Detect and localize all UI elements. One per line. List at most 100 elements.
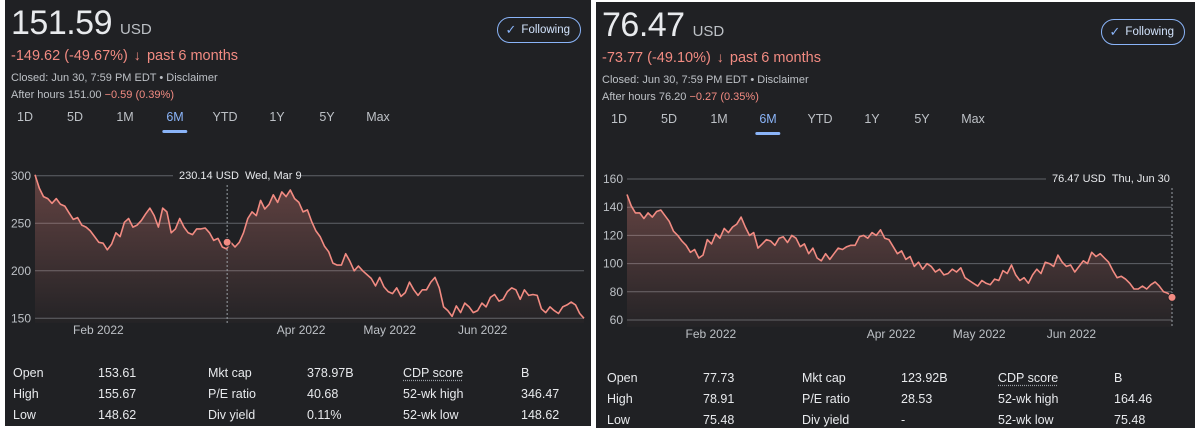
tooltip-box [173, 165, 301, 185]
y-tick-label: 150 [11, 311, 31, 325]
range-tab-max[interactable]: Max [366, 110, 390, 124]
change-value: -73.77 (-49.10%) [602, 50, 711, 66]
stat-value-high: 78.91 [703, 392, 735, 406]
stat-label-open: Open [607, 371, 638, 385]
price-chart[interactable]: 150 200 250 300 Feb 2022 Apr 2022 May 2022 Jun … [5, 0, 591, 426]
price-change: -149.62 (-49.67%) ↓ past 6 months [11, 47, 238, 64]
currency-label: USD [120, 21, 152, 38]
stat-label-high: High [13, 387, 39, 401]
change-value: -149.62 (-49.67%) [11, 48, 128, 64]
range-tab-max[interactable]: Max [961, 112, 985, 126]
stat-value-p-e-ratio: 28.53 [901, 392, 933, 406]
current-price: 76.47 [602, 6, 685, 44]
y-tick-label: 160 [603, 172, 623, 186]
stat-label-low: Low [13, 408, 36, 422]
stock-panel-left: 151.59 USD -149.62 (-49.67%) ↓ past 6 mo… [5, 0, 591, 426]
after-hours-price: After hours 151.00 [11, 89, 102, 101]
stat-value-div-yield: 0.11% [307, 408, 342, 422]
change-period: past 6 months [146, 48, 239, 64]
stat-label-open: Open [13, 366, 44, 380]
y-tick-label: 80 [610, 285, 624, 299]
price-chart[interactable]: 60 80 100 120 140 160 Feb 2022 Apr 2022 May 2022… [596, 2, 1195, 428]
stat-label-low: Low [607, 413, 630, 427]
y-tick-label: 60 [610, 313, 624, 327]
stat-label-52-wk-low: 52-wk low [403, 408, 459, 422]
stat-label-52-wk-high: 52-wk high [403, 387, 464, 401]
stat-value-52-wk-low: 75.48 [1114, 413, 1146, 427]
stat-label-high: High [607, 392, 633, 406]
tooltip-date: Thu, Jun 30 [1112, 173, 1170, 185]
stat-label-cdp-score[interactable]: CDP score [403, 366, 464, 380]
range-tab-5y[interactable]: 5Y [914, 112, 930, 126]
closed-info: Closed: Jun 30, 7:59 PM EDT • Disclaimer [602, 74, 809, 86]
x-tick-label: May 2022 [953, 327, 1006, 341]
following-button[interactable]: ✓ Following [1100, 19, 1185, 45]
stat-value-52-wk-low: 148.62 [521, 408, 560, 422]
range-tab-1m[interactable]: 1M [116, 110, 134, 124]
stat-label-div-yield: Div yield [208, 408, 256, 422]
tooltip-text: 230.14 USD Wed, Mar 9 [179, 170, 302, 182]
x-tick-label: Jun 2022 [1047, 327, 1097, 341]
stat-value-p-e-ratio: 40.68 [307, 387, 339, 401]
current-price: 151.59 [11, 4, 113, 42]
stat-value-mkt-cap: 378.97B [307, 366, 354, 380]
after-hours-change: −0.59 (0.39%) [104, 89, 174, 101]
price-area [35, 174, 584, 323]
closed-info: Closed: Jun 30, 7:59 PM EDT • Disclaimer [11, 72, 218, 84]
x-tick-label: Jun 2022 [458, 323, 508, 337]
currency-label: USD [692, 23, 725, 40]
y-tick-label: 300 [11, 169, 31, 183]
range-tab-ytd[interactable]: YTD [212, 110, 238, 124]
range-tab-1y[interactable]: 1Y [269, 110, 285, 124]
y-tick-label: 120 [603, 228, 623, 242]
stat-label-div-yield: Div yield [802, 413, 850, 427]
tooltip-date: Wed, Mar 9 [245, 170, 302, 182]
range-tabs: 1D 5D 1M 6M YTD 1Y 5Y Max [5, 110, 591, 140]
x-tick-label: Apr 2022 [867, 327, 916, 341]
stat-value-high: 155.67 [98, 387, 137, 401]
following-button[interactable]: ✓ Following [496, 17, 581, 43]
stat-value-cdp-score: B [1114, 371, 1123, 385]
y-tick-label: 250 [11, 216, 31, 230]
stock-panel-right: 76.47 USD -73.77 (-49.10%) ↓ past 6 mont… [596, 2, 1195, 428]
tooltip-price: 230.14 USD [179, 170, 239, 182]
range-tab-5d[interactable]: 5D [67, 110, 83, 124]
tooltip-text: 76.47 USD Thu, Jun 30 [1052, 173, 1170, 185]
price-line [626, 194, 1173, 298]
range-tab-1d[interactable]: 1D [611, 112, 627, 126]
stat-label-cdp-score[interactable]: CDP score [998, 371, 1059, 385]
range-tab-ytd[interactable]: YTD [807, 112, 833, 126]
range-tab-5y[interactable]: 5Y [319, 110, 335, 124]
following-label: Following [1125, 26, 1174, 38]
stat-value-cdp-score: B [521, 366, 530, 380]
price-header: 76.47 USD [602, 6, 724, 45]
x-tick-label: May 2022 [363, 323, 416, 337]
stat-value-52-wk-high: 164.46 [1114, 392, 1153, 406]
checkmark-icon: ✓ [505, 22, 517, 37]
arrow-down-icon: ↓ [716, 49, 724, 65]
hover-point [1167, 292, 1177, 302]
x-tick-label: Feb 2022 [73, 323, 124, 337]
price-change: -73.77 (-49.10%) ↓ past 6 months [602, 49, 821, 66]
change-period: past 6 months [729, 50, 821, 66]
price-line [34, 174, 585, 319]
price-header: 151.59 USD [11, 4, 152, 43]
stat-value-52-wk-high: 346.47 [521, 387, 560, 401]
range-tab-6m[interactable]: 6M [162, 110, 189, 133]
hover-point [222, 237, 232, 247]
stat-value-open: 153.61 [98, 366, 137, 380]
checkmark-icon: ✓ [1109, 24, 1121, 39]
range-tab-1d[interactable]: 1D [17, 110, 33, 124]
range-tab-1y[interactable]: 1Y [864, 112, 880, 126]
stat-value-div-yield: - [901, 413, 906, 427]
stat-label-p-e-ratio: P/E ratio [802, 392, 850, 406]
y-tick-label: 140 [603, 200, 623, 214]
range-tab-6m[interactable]: 6M [755, 112, 782, 135]
x-tick-label: Feb 2022 [685, 327, 736, 341]
stat-label-52-wk-low: 52-wk low [998, 413, 1054, 427]
stat-label-mkt-cap: Mkt cap [802, 371, 846, 385]
range-tab-1m[interactable]: 1M [710, 112, 728, 126]
stat-label-p-e-ratio: P/E ratio [208, 387, 256, 401]
range-tab-5d[interactable]: 5D [661, 112, 677, 126]
stat-label-52-wk-high: 52-wk high [998, 392, 1059, 406]
